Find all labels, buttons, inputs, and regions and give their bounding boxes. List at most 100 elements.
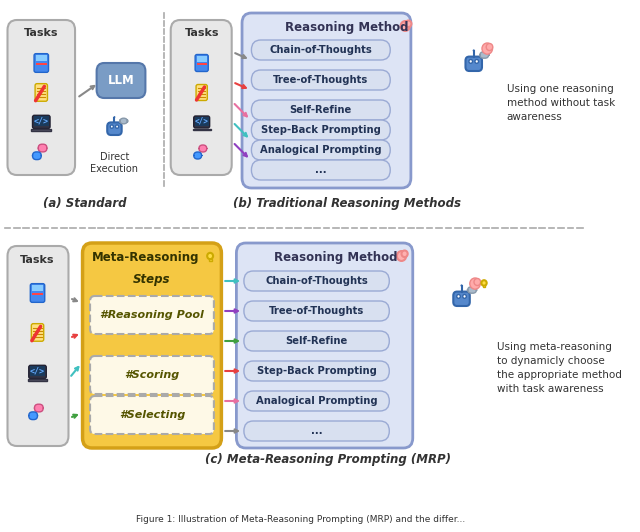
Text: Step-Back Prompting: Step-Back Prompting	[257, 366, 376, 376]
Text: Step-Back Prompting: Step-Back Prompting	[261, 125, 381, 135]
Circle shape	[401, 21, 410, 31]
FancyBboxPatch shape	[242, 13, 411, 188]
Bar	[32, 293, 43, 295]
Text: Tree-of-Thoughts: Tree-of-Thoughts	[273, 75, 369, 85]
Text: Direct
Execution: Direct Execution	[90, 152, 138, 174]
FancyBboxPatch shape	[30, 284, 45, 302]
Text: ...: ...	[311, 426, 323, 436]
FancyBboxPatch shape	[252, 40, 390, 60]
Bar	[36, 55, 47, 61]
Bar	[483, 285, 485, 287]
Circle shape	[461, 285, 463, 287]
Text: Chain-of-Thoughts: Chain-of-Thoughts	[265, 276, 368, 286]
FancyBboxPatch shape	[8, 20, 75, 175]
Text: (a) Standard: (a) Standard	[43, 196, 126, 210]
Bar	[28, 379, 47, 381]
Text: </>: </>	[30, 367, 45, 376]
Circle shape	[463, 295, 467, 298]
Text: Reasoning Method: Reasoning Method	[285, 21, 409, 35]
Circle shape	[113, 116, 115, 118]
Text: </>: </>	[195, 117, 209, 126]
Text: Self-Refine: Self-Refine	[290, 105, 352, 115]
Text: (b) Traditional Reasoning Methods: (b) Traditional Reasoning Methods	[233, 196, 461, 210]
Text: Steps: Steps	[133, 273, 171, 287]
FancyBboxPatch shape	[252, 100, 390, 120]
FancyBboxPatch shape	[194, 116, 210, 128]
Text: (c) Meta-Reasoning Prompting (MRP): (c) Meta-Reasoning Prompting (MRP)	[205, 453, 451, 467]
Text: Chain-of-Thoughts: Chain-of-Thoughts	[269, 45, 372, 55]
Circle shape	[473, 49, 475, 52]
Text: Tasks: Tasks	[20, 255, 55, 265]
Text: Figure 1: Illustration of Meta-Reasoning Prompting (MRP) and the differ...: Figure 1: Illustration of Meta-Reasoning…	[136, 516, 465, 525]
Circle shape	[207, 253, 213, 259]
Circle shape	[481, 280, 486, 286]
FancyBboxPatch shape	[90, 296, 214, 334]
Circle shape	[482, 43, 493, 54]
FancyBboxPatch shape	[244, 421, 389, 441]
Text: Reasoning Method: Reasoning Method	[274, 252, 397, 264]
Text: #Reasoning Pool: #Reasoning Pool	[100, 310, 204, 320]
FancyBboxPatch shape	[252, 70, 390, 90]
Circle shape	[486, 44, 493, 51]
FancyBboxPatch shape	[244, 271, 389, 291]
FancyBboxPatch shape	[33, 152, 41, 160]
Bar	[33, 117, 49, 126]
Circle shape	[397, 251, 406, 261]
FancyBboxPatch shape	[244, 361, 389, 381]
FancyBboxPatch shape	[480, 52, 489, 58]
FancyBboxPatch shape	[35, 84, 47, 101]
Bar	[196, 63, 207, 64]
Bar	[36, 63, 47, 65]
FancyBboxPatch shape	[252, 140, 390, 160]
FancyBboxPatch shape	[90, 396, 214, 434]
Circle shape	[405, 21, 412, 27]
FancyBboxPatch shape	[97, 63, 145, 98]
FancyBboxPatch shape	[244, 301, 389, 321]
FancyBboxPatch shape	[199, 145, 207, 152]
FancyBboxPatch shape	[236, 243, 413, 448]
FancyBboxPatch shape	[90, 356, 214, 394]
FancyBboxPatch shape	[453, 292, 470, 306]
Text: Using meta-reasoning
to dynamicly choose
the appropriate method
with task awaren: Using meta-reasoning to dynamicly choose…	[497, 342, 622, 394]
Bar	[30, 367, 45, 376]
FancyBboxPatch shape	[31, 323, 44, 341]
Bar	[196, 56, 207, 62]
Text: #Selecting: #Selecting	[119, 410, 185, 420]
Bar	[193, 129, 211, 130]
FancyBboxPatch shape	[465, 56, 482, 71]
Text: </>: </>	[34, 117, 49, 126]
FancyBboxPatch shape	[83, 243, 221, 448]
Bar	[209, 259, 212, 261]
FancyBboxPatch shape	[38, 144, 47, 152]
FancyBboxPatch shape	[35, 404, 43, 412]
Text: Tasks: Tasks	[184, 28, 219, 38]
FancyBboxPatch shape	[29, 412, 38, 420]
FancyBboxPatch shape	[244, 331, 389, 351]
Circle shape	[469, 60, 472, 63]
Text: #Scoring: #Scoring	[124, 370, 180, 380]
FancyBboxPatch shape	[34, 54, 49, 72]
FancyBboxPatch shape	[244, 391, 389, 411]
Text: Meta-Reasoning: Meta-Reasoning	[92, 252, 199, 264]
Circle shape	[401, 251, 408, 257]
Circle shape	[115, 125, 118, 128]
Text: LLM: LLM	[108, 74, 134, 87]
Text: Using one reasoning
method without task
awareness: Using one reasoning method without task …	[507, 84, 615, 122]
Circle shape	[457, 295, 460, 298]
FancyBboxPatch shape	[29, 365, 46, 378]
FancyBboxPatch shape	[468, 287, 477, 293]
Circle shape	[470, 278, 480, 289]
Bar	[32, 285, 43, 292]
Text: Tree-of-Thoughts: Tree-of-Thoughts	[269, 306, 364, 316]
Text: Tasks: Tasks	[24, 28, 58, 38]
FancyBboxPatch shape	[252, 120, 390, 140]
Text: Self-Refine: Self-Refine	[285, 336, 348, 346]
FancyBboxPatch shape	[120, 118, 127, 124]
Bar	[195, 117, 209, 126]
FancyBboxPatch shape	[171, 20, 232, 175]
Bar	[31, 129, 51, 131]
FancyBboxPatch shape	[8, 246, 68, 446]
Circle shape	[475, 60, 479, 63]
Text: Analogical Prompting: Analogical Prompting	[256, 396, 378, 406]
FancyBboxPatch shape	[196, 85, 207, 101]
